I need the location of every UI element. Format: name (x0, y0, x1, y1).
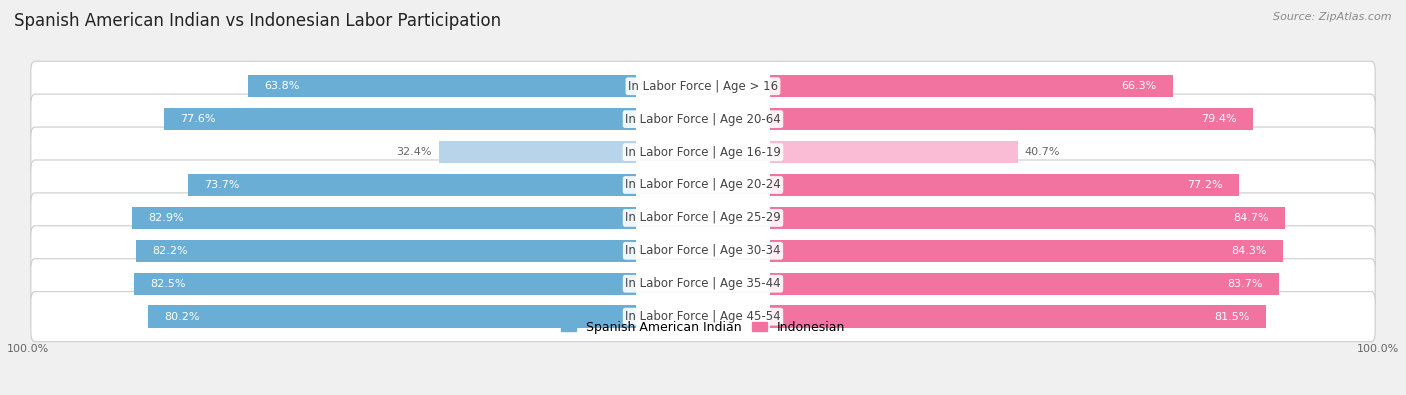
FancyBboxPatch shape (31, 226, 1375, 276)
FancyBboxPatch shape (31, 193, 1375, 243)
FancyBboxPatch shape (31, 292, 1375, 342)
Bar (770, 305, 1265, 328)
Text: Spanish American Indian vs Indonesian Labor Participation: Spanish American Indian vs Indonesian La… (14, 12, 501, 30)
Text: In Labor Force | Age > 16: In Labor Force | Age > 16 (628, 80, 778, 93)
Bar (770, 174, 1240, 196)
Text: In Labor Force | Age 25-29: In Labor Force | Age 25-29 (626, 211, 780, 224)
Bar (247, 75, 636, 98)
Bar (770, 108, 1253, 130)
Text: 66.3%: 66.3% (1122, 81, 1157, 91)
Text: In Labor Force | Age 45-54: In Labor Force | Age 45-54 (626, 310, 780, 323)
Text: 77.2%: 77.2% (1188, 180, 1223, 190)
Text: 84.7%: 84.7% (1233, 213, 1268, 223)
Text: 80.2%: 80.2% (165, 312, 200, 322)
Text: 63.8%: 63.8% (264, 81, 299, 91)
Text: 82.9%: 82.9% (148, 213, 184, 223)
Bar (770, 207, 1285, 229)
Bar (136, 240, 636, 262)
Bar (132, 207, 636, 229)
Text: 82.5%: 82.5% (150, 279, 186, 289)
Text: In Labor Force | Age 20-24: In Labor Force | Age 20-24 (626, 179, 780, 192)
Bar (770, 141, 1018, 163)
FancyBboxPatch shape (31, 259, 1375, 309)
Bar (770, 240, 1282, 262)
Legend: Spanish American Indian, Indonesian: Spanish American Indian, Indonesian (555, 316, 851, 339)
Text: 81.5%: 81.5% (1213, 312, 1250, 322)
Text: In Labor Force | Age 35-44: In Labor Force | Age 35-44 (626, 277, 780, 290)
Text: Source: ZipAtlas.com: Source: ZipAtlas.com (1274, 12, 1392, 22)
Bar (439, 141, 636, 163)
Text: 82.2%: 82.2% (152, 246, 188, 256)
Text: In Labor Force | Age 30-34: In Labor Force | Age 30-34 (626, 245, 780, 257)
Bar (135, 273, 636, 295)
Bar (149, 305, 636, 328)
Bar (165, 108, 636, 130)
FancyBboxPatch shape (31, 160, 1375, 210)
FancyBboxPatch shape (31, 61, 1375, 111)
Text: 83.7%: 83.7% (1227, 279, 1263, 289)
Text: 84.3%: 84.3% (1230, 246, 1267, 256)
Text: 32.4%: 32.4% (396, 147, 432, 157)
FancyBboxPatch shape (31, 127, 1375, 177)
Text: In Labor Force | Age 16-19: In Labor Force | Age 16-19 (626, 146, 780, 158)
Text: In Labor Force | Age 20-64: In Labor Force | Age 20-64 (626, 113, 780, 126)
Bar (770, 75, 1173, 98)
Text: 40.7%: 40.7% (1025, 147, 1060, 157)
Bar (188, 174, 636, 196)
Text: 73.7%: 73.7% (204, 180, 239, 190)
Text: 77.6%: 77.6% (180, 114, 217, 124)
Text: 79.4%: 79.4% (1201, 114, 1236, 124)
FancyBboxPatch shape (31, 94, 1375, 144)
Bar (770, 273, 1279, 295)
